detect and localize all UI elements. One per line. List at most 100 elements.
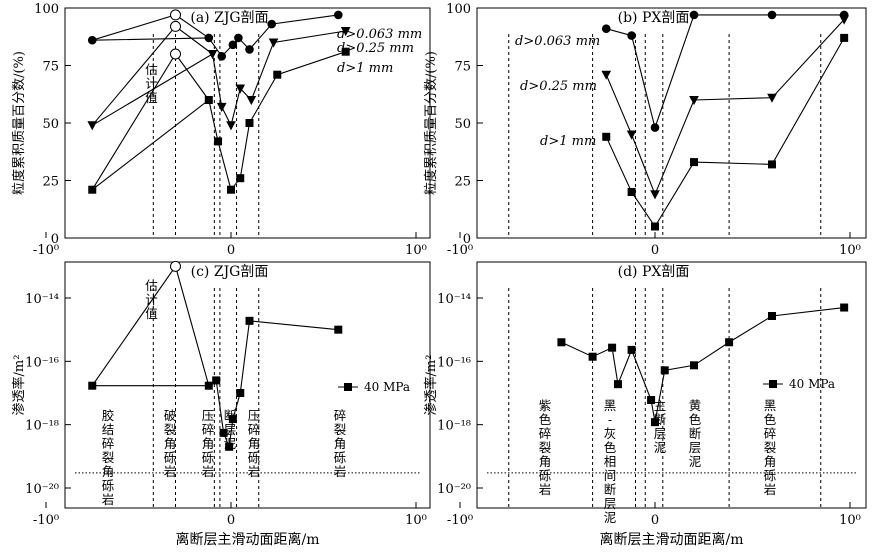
panel-d-title: (d) PX剖面 <box>618 264 690 280</box>
panel-a-series-line-2 <box>91 51 346 191</box>
panel-c-ytick-label-3: 10⁻¹⁴ <box>25 292 59 307</box>
panel-a-ytick-label-4: 100 <box>34 2 59 17</box>
panel-d-series-0-point-5 <box>647 396 656 405</box>
panel-b-title: (b) PX剖面 <box>618 10 690 26</box>
panel-a-estimated-point-2 <box>170 48 181 60</box>
panel-b-series-line-1 <box>605 19 845 196</box>
panel-c-series-0-point-8 <box>334 325 343 334</box>
panel-d-zone-label-2: 主断层泥 <box>654 398 667 455</box>
panel-b-series-label-2: d>1 mm <box>540 134 596 149</box>
panel-a-estimated-point-1 <box>170 20 181 32</box>
panel-c-xtick-label-2: 10⁰ <box>405 513 427 528</box>
panel-a-series-0-point-3 <box>228 40 238 50</box>
panel-a-series-0-point-5 <box>245 45 254 54</box>
panel-b-series-0-point-2 <box>650 123 660 132</box>
panel-d-series-0-point-2 <box>608 343 617 352</box>
panel-d-zone-label-4: 黑色碎裂角砾岩 <box>764 398 777 497</box>
panel-c-annotation: 估计值 <box>145 278 158 321</box>
panel-b-series-2-point-5 <box>840 33 849 42</box>
panel-c-zone-label-5: 碎裂角砾岩 <box>334 408 347 479</box>
panel-d-ytick-label-3: 10⁻¹⁴ <box>437 292 471 307</box>
panel-a-ytick-label-1: 25 <box>42 175 59 190</box>
panel-b-series-1-point-1 <box>626 130 637 140</box>
panel-b-series-2-point-3 <box>690 158 698 167</box>
panel-c-series-0-point-2 <box>212 376 221 385</box>
panel-b-series-1-point-4 <box>767 93 777 103</box>
panel-d-legend-marker <box>769 380 777 388</box>
panel-d-zone-label-3: 黄色断层泥 <box>689 398 702 469</box>
panel-a-series-1-point-3 <box>226 121 236 131</box>
panel-c-legend-label: 40 MPa <box>364 380 410 394</box>
panel-d-xlabel: 离断层主滑动面距离/m <box>600 531 744 548</box>
panel-c-zone-label-0: 胶结碎裂角砾岩 <box>102 408 115 507</box>
panel-b-series-label-1: d>0.25 mm <box>520 79 597 94</box>
panel-c-title: (c) ZJG剖面 <box>191 264 269 280</box>
panel-b-series-0-point-1 <box>627 31 636 40</box>
panel-b-series-0-point-3 <box>689 10 699 20</box>
panel-d-series-0-point-11 <box>840 303 849 312</box>
panel-b-ytick-label-4: 100 <box>446 2 471 17</box>
panel-a-estimated-point-0 <box>170 9 181 21</box>
panel-a-series-2-point-5 <box>245 119 254 127</box>
panel-d-series-0-point-9 <box>725 338 734 347</box>
panel-d-xtick-label-1: 0 <box>651 513 659 528</box>
panel-a-series-0-point-6 <box>267 19 277 29</box>
panel-c-zone-label-2: 压碎角砾岩 <box>202 408 215 479</box>
panel-a-xtick-label-0: -10⁰ <box>33 243 59 258</box>
panel-c-zone-label-3: 断层泥 <box>224 408 237 451</box>
panel-b-series-label-0: d>0.063 mm <box>515 34 600 49</box>
panel-d-series-0-point-7 <box>660 366 669 375</box>
panel-a-annotation: 估计值 <box>145 62 158 105</box>
panel-a-series-0-point-7 <box>334 10 343 20</box>
panel-b-xtick-label-2: 10⁰ <box>839 243 861 258</box>
panel-b-series-2-point-4 <box>768 160 776 169</box>
panel-d-series-0-point-0 <box>557 338 566 347</box>
panel-b-series-1-point-0 <box>601 70 612 80</box>
panel-a-series-1-point-6 <box>268 38 279 48</box>
panel-b-ylabel: 粒度累积质量百分数/(%) <box>423 51 439 195</box>
panel-d-ytick-label-0: 10⁻²⁰ <box>437 482 471 497</box>
panel-b-ytick-label-2: 50 <box>454 117 471 132</box>
panel-a-series-label-2: d>1 mm <box>337 61 393 76</box>
panel-c-ytick-label-2: 10⁻¹⁶ <box>25 355 59 370</box>
panel-d-series-0-point-1 <box>588 352 597 361</box>
panel-b-xtick-label-0: -10⁰ <box>447 243 473 258</box>
panel-b-series-2-point-1 <box>627 188 636 196</box>
panel-a-ylabel: 粒度累积质量百分数/(%) <box>11 51 27 195</box>
panel-a-series-2-point-3 <box>227 185 235 194</box>
panel-a-xtick-label-2: 10⁰ <box>405 243 427 258</box>
panel-d-ylabel: 渗透率/m² <box>423 355 439 416</box>
panel-a-series-0-point-4 <box>234 33 243 43</box>
panel-d-series-0-point-8 <box>690 361 698 370</box>
panel-a-series-line-1 <box>91 30 346 127</box>
panel-d-xtick-label-2: 10⁰ <box>839 513 861 528</box>
panel-b-series-1-point-3 <box>689 96 699 106</box>
panel-b-ytick-label-1: 25 <box>454 175 471 190</box>
panel-c-ylabel: 渗透率/m² <box>11 355 27 416</box>
panel-d-series-0-point-6 <box>651 418 659 427</box>
panel-c-series-0-point-6 <box>236 389 245 397</box>
panel-c-series-0-point-3 <box>219 428 228 437</box>
panel-a-series-2-point-4 <box>236 174 245 183</box>
panel-a-series-1-point-7 <box>340 27 351 37</box>
panel-b-xtick-label-1: 0 <box>651 243 659 258</box>
panel-a-series-0-point-2 <box>217 52 227 61</box>
panel-c-estimated-point-0 <box>170 260 181 272</box>
panel-b-series-2-point-0 <box>602 132 611 141</box>
panel-b-series-2-point-2 <box>651 222 659 231</box>
panel-b-series-1-point-2 <box>650 190 660 200</box>
panel-a-series-label-1: d>0.25 mm <box>337 41 414 56</box>
panel-a-xtick-label-1: 0 <box>227 243 235 258</box>
panel-b-ytick-label-3: 75 <box>454 60 471 75</box>
panel-a-ytick-label-2: 50 <box>42 117 59 132</box>
panel-c-series-0-point-5 <box>228 415 237 424</box>
panel-a-series-2-point-6 <box>273 70 282 79</box>
panel-c-series-0-point-7 <box>245 316 254 325</box>
panel-d-ytick-label-1: 10⁻¹⁸ <box>437 419 471 434</box>
panel-c-frame <box>64 261 431 509</box>
panel-b-series-line-0 <box>606 14 845 130</box>
panel-a-series-label-0: d>0.063 mm <box>337 27 422 42</box>
panel-a-series-1-point-4 <box>235 84 246 94</box>
panel-c-series-0-point-4 <box>225 442 234 451</box>
